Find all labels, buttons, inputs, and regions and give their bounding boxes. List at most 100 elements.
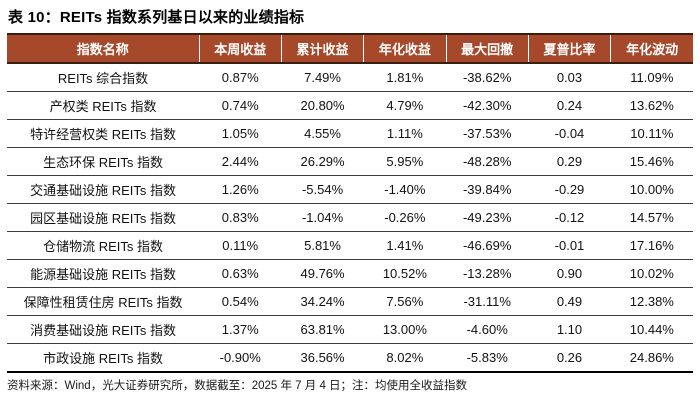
cell-value: 13.62%: [610, 91, 693, 120]
cell-value: -1.04%: [281, 203, 364, 232]
column-header-4: 最大回撤: [445, 33, 529, 64]
column-header-5: 夏普比率: [527, 33, 611, 64]
table-row: 市政设施 REITs 指数 -0.90% 36.56% 8.02% -5.83% 0.26…: [7, 343, 693, 373]
cell-value: -0.29: [528, 175, 611, 204]
cell-value: 0.03: [528, 63, 611, 92]
reits-performance-table: 指数名称 本周收益 累计收益 年化收益 最大回撤 夏普比率 年化波动 REITs 综合指数 0…: [7, 33, 693, 373]
table-body: REITs 综合指数 0.87% 7.49% 1.81% -38.62% 0.03 11.0…: [7, 63, 693, 373]
cell-value: 0.26: [528, 343, 611, 373]
cell-value: -42.30%: [446, 91, 529, 120]
table-row: 产权类 REITs 指数 0.74% 20.80% 4.79% -42.30% 0.24 1…: [7, 91, 693, 120]
cell-value: 5.95%: [363, 147, 447, 176]
cell-index-name: 保障性租赁住房 REITs 指数: [7, 287, 200, 316]
column-header-0: 指数名称: [7, 33, 200, 64]
cell-index-name: 市政设施 REITs 指数: [7, 343, 200, 373]
cell-value: 36.56%: [281, 343, 364, 373]
cell-value: 10.44%: [610, 315, 693, 344]
cell-value: 0.29: [528, 147, 611, 176]
cell-value: 26.29%: [281, 147, 364, 176]
cell-value: 2.44%: [199, 147, 282, 176]
column-header-2: 累计收益: [280, 33, 364, 64]
cell-value: -5.54%: [281, 175, 364, 204]
cell-index-name: 交通基础设施 REITs 指数: [7, 175, 200, 204]
cell-value: 1.05%: [199, 119, 282, 148]
table-row: REITs 综合指数 0.87% 7.49% 1.81% -38.62% 0.03 11.0…: [7, 63, 693, 92]
cell-index-name: REITs 综合指数: [7, 63, 200, 92]
cell-value: -5.83%: [446, 343, 529, 373]
cell-value: -31.11%: [446, 287, 529, 316]
cell-value: -49.23%: [446, 203, 529, 232]
table-row: 交通基础设施 REITs 指数 1.26% -5.54% -1.40% -39.84% -…: [7, 175, 693, 204]
cell-index-name: 园区基础设施 REITs 指数: [7, 203, 200, 232]
cell-value: 0.11%: [199, 231, 282, 260]
cell-value: -48.28%: [446, 147, 529, 176]
cell-value: -4.60%: [446, 315, 529, 344]
table-row: 园区基础设施 REITs 指数 0.83% -1.04% -0.26% -49.23% -…: [7, 203, 693, 232]
cell-value: 10.52%: [363, 259, 447, 288]
column-header-1: 本周收益: [198, 33, 282, 64]
cell-index-name: 生态环保 REITs 指数: [7, 147, 200, 176]
column-header-3: 年化收益: [363, 33, 447, 64]
cell-value: 10.00%: [610, 175, 693, 204]
cell-value: -0.01: [528, 231, 611, 260]
cell-value: 1.37%: [199, 315, 282, 344]
cell-value: 13.00%: [363, 315, 447, 344]
cell-value: -46.69%: [446, 231, 529, 260]
cell-value: 12.38%: [610, 287, 693, 316]
cell-value: -38.62%: [446, 63, 529, 92]
cell-value: 11.09%: [610, 63, 693, 92]
cell-value: -0.90%: [199, 343, 282, 373]
cell-value: -37.53%: [446, 119, 529, 148]
table-row: 保障性租赁住房 REITs 指数 0.54% 34.24% 7.56% -31.11% 0…: [7, 287, 693, 316]
cell-value: -39.84%: [446, 175, 529, 204]
cell-value: 49.76%: [281, 259, 364, 288]
cell-value: -0.12: [528, 203, 611, 232]
cell-value: 0.74%: [199, 91, 282, 120]
cell-value: -13.28%: [446, 259, 529, 288]
cell-value: 0.24: [528, 91, 611, 120]
cell-value: 1.10: [528, 315, 611, 344]
table-title: 表 10：REITs 指数系列基日以来的业绩指标: [8, 9, 305, 26]
cell-value: -0.04: [528, 119, 611, 148]
cell-value: 10.11%: [610, 119, 693, 148]
table-row: 能源基础设施 REITs 指数 0.63% 49.76% 10.52% -13.28% 0…: [7, 259, 693, 288]
cell-value: 10.02%: [610, 259, 693, 288]
column-header-6: 年化波动: [610, 33, 693, 64]
cell-value: 4.55%: [281, 119, 364, 148]
cell-value: 14.57%: [610, 203, 693, 232]
cell-value: 8.02%: [363, 343, 447, 373]
cell-value: 0.87%: [199, 63, 282, 92]
cell-value: 0.90: [528, 259, 611, 288]
cell-value: 5.81%: [281, 231, 364, 260]
cell-value: 34.24%: [281, 287, 364, 316]
cell-value: -1.40%: [363, 175, 447, 204]
source-note: 资料来源：Wind，光大证券研究所，数据截至：2025 年 7 月 4 日；注：…: [7, 380, 468, 392]
table-row: 消费基础设施 REITs 指数 1.37% 63.81% 13.00% -4.60% 1.…: [7, 315, 693, 344]
cell-value: 4.79%: [363, 91, 447, 120]
cell-value: 1.81%: [363, 63, 447, 92]
cell-value: 15.46%: [610, 147, 693, 176]
cell-value: 1.41%: [363, 231, 447, 260]
table-header-row: 指数名称 本周收益 累计收益 年化收益 最大回撤 夏普比率 年化波动: [7, 33, 693, 64]
cell-value: 24.86%: [610, 343, 693, 373]
cell-value: 1.11%: [363, 119, 447, 148]
table-row: 特许经营权类 REITs 指数 1.05% 4.55% 1.11% -37.53% -0.…: [7, 119, 693, 148]
cell-value: 7.49%: [281, 63, 364, 92]
table-row: 仓储物流 REITs 指数 0.11% 5.81% 1.41% -46.69% -0.01…: [7, 231, 693, 260]
cell-value: 0.54%: [199, 287, 282, 316]
cell-value: 7.56%: [363, 287, 447, 316]
table-row: 生态环保 REITs 指数 2.44% 26.29% 5.95% -48.28% 0.29…: [7, 147, 693, 176]
cell-index-name: 仓储物流 REITs 指数: [7, 231, 200, 260]
cell-value: 20.80%: [281, 91, 364, 120]
cell-value: 17.16%: [610, 231, 693, 260]
cell-value: 63.81%: [281, 315, 364, 344]
cell-index-name: 能源基础设施 REITs 指数: [7, 259, 200, 288]
cell-index-name: 特许经营权类 REITs 指数: [7, 119, 200, 148]
cell-index-name: 消费基础设施 REITs 指数: [7, 315, 200, 344]
cell-value: 1.26%: [199, 175, 282, 204]
cell-value: 0.49: [528, 287, 611, 316]
cell-value: 0.63%: [199, 259, 282, 288]
cell-value: 0.83%: [199, 203, 282, 232]
cell-value: -0.26%: [363, 203, 447, 232]
